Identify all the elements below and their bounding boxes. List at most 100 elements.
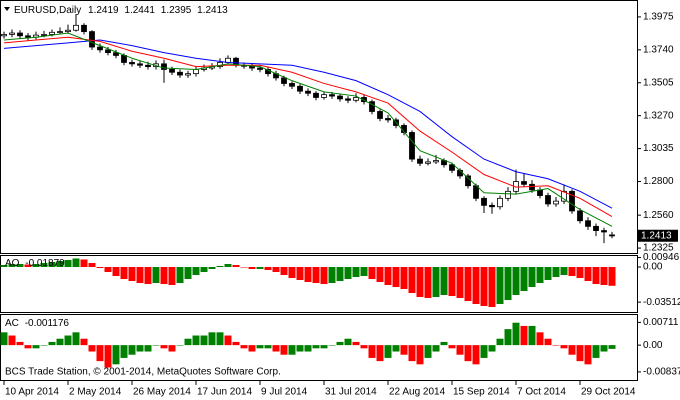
oscillator-bar — [408, 345, 416, 362]
candle-body — [289, 83, 295, 87]
oscillator-bar — [216, 266, 224, 267]
x-tick-label: 7 Oct 2014 — [517, 387, 566, 398]
oscillator-bar — [64, 335, 72, 346]
candle-body — [17, 32, 23, 37]
y-tick-label: 1.3975 — [643, 12, 674, 23]
candle-body — [145, 64, 151, 68]
oscillator-bar — [528, 267, 536, 287]
oscillator-bar — [168, 267, 176, 285]
oscillator-bar — [64, 260, 72, 267]
oscillator-bar — [448, 345, 456, 349]
oscillator-bar — [424, 345, 432, 358]
close-value: 1.2413 — [197, 5, 228, 16]
candle-body — [161, 63, 167, 70]
ac-header: AC -0.001176 — [5, 318, 69, 329]
oscillator-bar — [288, 345, 296, 355]
oscillator-bar — [496, 338, 504, 346]
oscillator-bar — [56, 261, 64, 267]
oscillator-bar — [360, 267, 368, 276]
candle-body — [129, 62, 135, 65]
oscillator-bar — [608, 345, 616, 349]
oscillator-bar — [320, 267, 328, 284]
x-tick-label: 22 Aug 2014 — [389, 387, 446, 398]
oscillator-bar — [40, 263, 48, 267]
candle-body — [105, 49, 111, 54]
oscillator-bar — [568, 345, 576, 355]
candle-body — [497, 197, 503, 208]
candle-body — [305, 90, 311, 94]
oscillator-bar — [560, 267, 568, 275]
low-value: 1.2395 — [161, 5, 192, 16]
oscillator-bar — [432, 345, 440, 352]
oscillator-bar — [80, 338, 88, 346]
x-tick-label: 2 May 2014 — [69, 387, 122, 398]
oscillator-bar — [480, 267, 488, 306]
candle-body — [177, 71, 183, 76]
oscillator-bar — [600, 267, 608, 285]
oscillator-bar — [224, 335, 232, 346]
candle-body — [9, 32, 15, 35]
oscillator-bar — [544, 267, 552, 280]
oscillator-bar — [416, 267, 424, 297]
y-tick-label: 0.00711 — [643, 317, 679, 328]
oscillator-bar — [312, 345, 320, 349]
oscillator-bar — [304, 267, 312, 282]
oscillator-bar — [600, 345, 608, 352]
oscillator-bar — [240, 345, 248, 349]
oscillator-bar — [376, 267, 384, 282]
moving-average — [3, 36, 613, 217]
oscillator-bar — [144, 267, 152, 284]
oscillator-bar — [232, 341, 240, 346]
candle-body — [113, 52, 119, 56]
oscillator-bar — [320, 345, 328, 349]
oscillator-bar — [408, 267, 416, 293]
price-panel — [0, 0, 638, 254]
oscillator-bar — [480, 345, 488, 358]
candle-body — [361, 97, 367, 103]
oscillator-bar — [72, 332, 80, 346]
oscillator-bar — [176, 345, 184, 346]
candle-body — [425, 161, 431, 164]
oscillator-bar — [344, 338, 352, 346]
oscillator-bar — [184, 338, 192, 346]
candle-body — [97, 46, 103, 51]
candle-body — [169, 69, 175, 73]
ao-title: AO — [5, 258, 20, 269]
oscillator-bar — [400, 345, 408, 355]
oscillator-bar — [584, 267, 592, 281]
oscillator-bar — [184, 267, 192, 279]
oscillator-bar — [0, 265, 8, 267]
oscillator-bar — [328, 345, 336, 346]
candle-body — [49, 31, 55, 35]
oscillator-bar — [96, 345, 104, 362]
oscillator-bar — [208, 267, 216, 269]
candle-body — [337, 95, 343, 100]
oscillator-bar — [416, 345, 424, 365]
symbol-header: EURUSD,Daily 1.2419 1.2441 1.2395 1.2413 — [14, 5, 228, 16]
x-tick-label: 31 Jul 2014 — [325, 387, 377, 398]
oscillator-bar — [152, 267, 160, 283]
oscillator-bar — [152, 345, 160, 346]
oscillator-bar — [96, 267, 104, 268]
oscillator-bar — [424, 267, 432, 298]
ao-value: -0.01879 — [25, 258, 65, 269]
oscillator-bar — [16, 341, 24, 346]
menu-icon[interactable] — [4, 7, 10, 11]
candle-body — [537, 189, 543, 196]
oscillator-bar — [280, 345, 288, 355]
oscillator-bar — [280, 267, 288, 275]
candle-body — [329, 94, 335, 97]
oscillator-bar — [200, 335, 208, 346]
oscillator-bar — [552, 345, 560, 346]
candle-body — [481, 197, 487, 206]
candle-body — [417, 158, 423, 164]
y-tick-label: 1.3035 — [643, 143, 674, 154]
price-tag — [638, 229, 678, 242]
candle-body — [521, 181, 527, 185]
oscillator-bar — [176, 267, 184, 283]
ac-panel — [0, 314, 638, 381]
oscillator-bar — [544, 338, 552, 346]
candle-body — [41, 34, 47, 36]
oscillator-bar — [136, 267, 144, 283]
